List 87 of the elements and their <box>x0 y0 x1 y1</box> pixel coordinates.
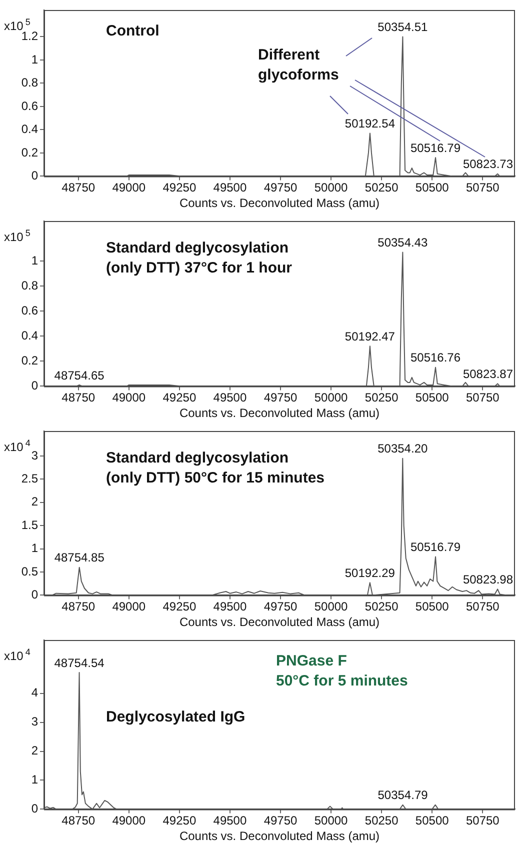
x-tick-label: 50750 <box>466 814 500 828</box>
y-tick-label: 0.8 <box>21 76 38 90</box>
x-tick-label: 50000 <box>314 600 348 614</box>
y-tick-label: 1.5 <box>21 518 38 532</box>
y-tick-label: 0.8 <box>21 278 38 292</box>
annotation: 50354.79 <box>378 788 428 802</box>
y-tick-label: 0.5 <box>21 564 38 578</box>
x-tick-label: 49500 <box>213 180 247 195</box>
x-tick-label: 50250 <box>364 180 399 195</box>
x-tick-label: 49750 <box>264 390 298 405</box>
annotation: 50516.79 <box>410 540 461 554</box>
annotation: 48754.65 <box>54 368 105 382</box>
annotation: 50516.79 <box>410 140 461 155</box>
y-tick-label: 1.2 <box>21 29 38 44</box>
x-tick-label: 49500 <box>213 390 247 405</box>
annotation: 50192.54 <box>344 116 396 131</box>
x-tick-label: 50250 <box>364 600 399 614</box>
x-axis-title: Counts vs. Deconvoluted Mass (amu) <box>179 615 380 630</box>
annotation: 50192.47 <box>344 329 396 344</box>
x-tick-label: 49000 <box>112 180 146 195</box>
y-tick-label: 1 <box>31 52 38 66</box>
x-tick-label: 49250 <box>162 814 196 828</box>
x-axis-title: Counts vs. Deconvoluted Mass (amu) <box>179 406 380 420</box>
x-tick-label: 49250 <box>162 180 196 195</box>
text: Standard deglycosylation (only DTT) 50°C for 15 minutes <box>106 450 325 487</box>
y-tick-label: 0 <box>31 802 38 816</box>
y-tick-label: 2 <box>31 494 38 509</box>
x-tick-label: 49500 <box>213 814 247 828</box>
y-tick-label: 0.2 <box>21 353 38 368</box>
text: Deglycosylated IgG <box>106 708 246 726</box>
x-tick-label: 50250 <box>364 390 399 405</box>
x-tick-label: 49000 <box>112 814 146 828</box>
y-tick-label: 0.2 <box>21 145 38 160</box>
x-tick-label: 49500 <box>213 600 247 614</box>
y-tick-label: 1 <box>31 253 38 268</box>
x-tick-label: 50000 <box>314 814 348 828</box>
y-tick-label: 0.6 <box>21 303 38 318</box>
y-tick-label: 3 <box>31 714 38 729</box>
y-tick-label: 2 <box>31 744 38 758</box>
annotation: 50823.73 <box>462 157 514 172</box>
annotation: 50823.87 <box>462 367 514 382</box>
y-tick-label: 0.4 <box>21 328 38 342</box>
y-tick-label: 0 <box>31 588 38 602</box>
annotation: Different glycoforms <box>258 46 339 84</box>
x-axis-title: Counts vs. Deconvoluted Mass (amu) <box>179 196 380 210</box>
text: PNGase F 50°C for 5 minutes <box>276 652 408 690</box>
annotation: 50516.76 <box>410 350 461 365</box>
text: Control <box>106 22 160 40</box>
x-tick-label: 50250 <box>364 814 399 828</box>
x-tick-label: 50500 <box>415 814 450 828</box>
x-tick-label: 49250 <box>162 390 196 405</box>
x-tick-label: 48750 <box>62 390 96 405</box>
x-tick-label: 50750 <box>466 600 500 614</box>
x-tick-label: 48750 <box>62 600 96 614</box>
annotation: 50823.98 <box>462 572 514 586</box>
x-tick-label: 50500 <box>415 390 450 405</box>
x-tick-label: 50000 <box>314 390 348 405</box>
x-tick-label: 49750 <box>264 180 298 195</box>
x-tick-label: 49000 <box>112 600 146 614</box>
y-tick-label: 4 <box>31 686 38 700</box>
annotation: 48754.54 <box>54 656 105 670</box>
x-tick-label: 50500 <box>415 600 450 614</box>
y-tick-label: 3 <box>31 448 38 462</box>
y-tick-label: 0 <box>31 168 38 183</box>
x-tick-label: 49750 <box>264 814 298 828</box>
x-tick-label: 48750 <box>62 814 96 828</box>
text: Standard deglycosylation (only DTT) 37°C for 1 hour <box>106 240 292 277</box>
y-tick-label: 2.5 <box>21 472 38 486</box>
y-tick-label: 0.4 <box>21 122 38 136</box>
x-tick-label: 50500 <box>415 180 450 195</box>
x-tick-label: 49750 <box>264 600 298 614</box>
annotation: 48754.85 <box>54 550 105 565</box>
y-tick-label: 1 <box>31 541 38 556</box>
x-axis-title: Counts vs. Deconvoluted Mass (amu) <box>179 829 380 844</box>
y-tick-label: 0.6 <box>21 98 38 113</box>
annotation: 50354.20 <box>378 442 428 456</box>
x-tick-label: 49250 <box>162 600 196 614</box>
x-tick-label: 48750 <box>62 180 96 195</box>
y-tick-label: 0 <box>31 378 38 393</box>
x-tick-label: 50750 <box>466 180 500 195</box>
x-tick-label: 49000 <box>112 390 146 405</box>
x-tick-label: 50000 <box>314 180 348 195</box>
x-tick-label: 50750 <box>466 390 500 405</box>
annotation: 50192.29 <box>344 566 396 580</box>
annotation: 50354.43 <box>378 236 428 250</box>
annotation: 50354.51 <box>378 20 428 34</box>
y-tick-label: 1 <box>31 772 38 787</box>
